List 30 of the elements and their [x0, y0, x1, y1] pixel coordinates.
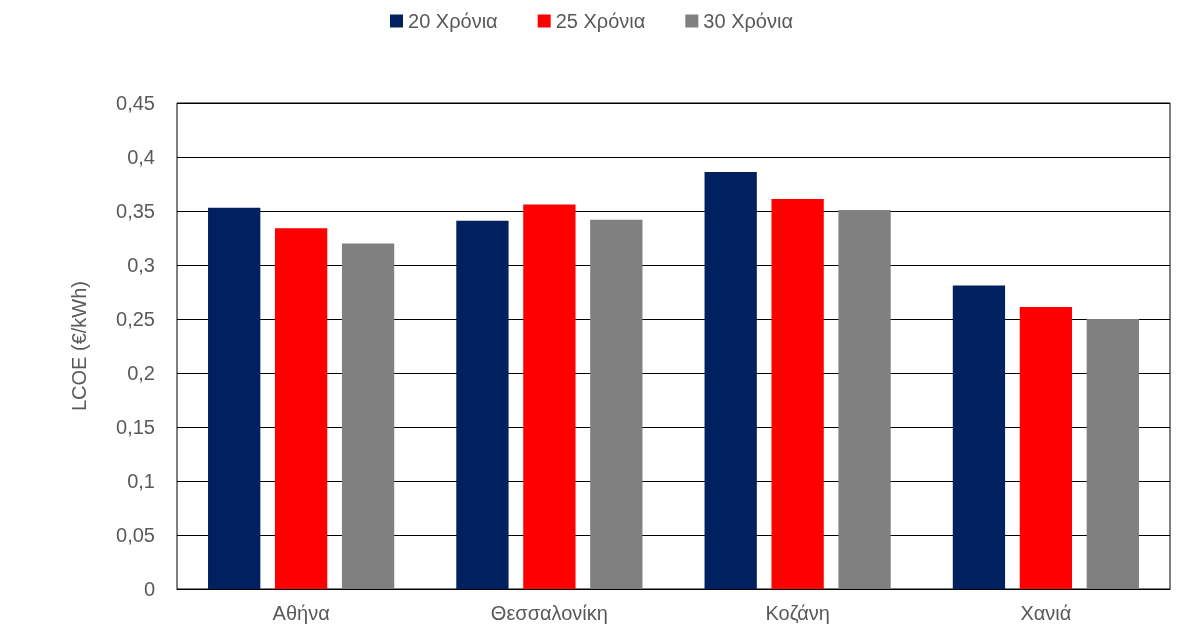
bar [1019, 307, 1073, 589]
bar [838, 209, 891, 589]
bar [704, 172, 757, 589]
bar [952, 285, 1006, 589]
y-tick-label: 0,2 [127, 362, 155, 384]
bar [590, 219, 643, 589]
bar [1086, 319, 1139, 589]
y-tick-label: 0,45 [116, 92, 155, 114]
bar [341, 243, 395, 589]
x-tick-label: Χανιά [1020, 602, 1072, 624]
bar [208, 207, 261, 589]
x-tick-label: Αθήνα [272, 602, 330, 624]
y-tick-label: 0,4 [127, 146, 155, 168]
x-tick-label: Κοζάνη [765, 602, 830, 624]
y-tick-label: 0,15 [116, 416, 155, 438]
legend-label: 30 Χρόνια [703, 10, 793, 32]
bar [771, 199, 824, 589]
legend-label: 20 Χρόνια [408, 10, 498, 32]
bar [274, 228, 328, 589]
y-tick-label: 0,1 [127, 470, 155, 492]
y-axis-title: LCOE (€/kWh) [68, 280, 90, 412]
y-tick-label: 0,3 [127, 254, 155, 276]
y-tick-label: 0,05 [116, 524, 155, 546]
y-tick-label: 0,25 [116, 308, 155, 330]
legend-label: 25 Χρόνια [555, 10, 646, 32]
y-tick-label: 0 [143, 578, 155, 600]
y-tick-label: 0,35 [116, 200, 155, 222]
x-tick-label: Θεσσαλονίκη [490, 602, 608, 624]
bar [456, 220, 509, 589]
bar [523, 204, 576, 589]
